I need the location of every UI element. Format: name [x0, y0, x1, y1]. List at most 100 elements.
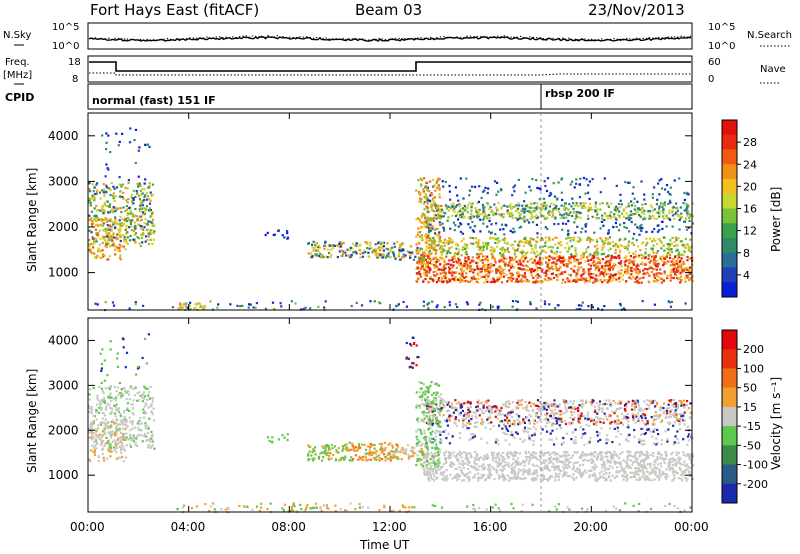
radar-cell: [426, 188, 429, 192]
radar-cell: [605, 452, 608, 455]
radar-cell: [440, 248, 443, 251]
cpid-frame: [87, 83, 693, 110]
radar-cell: [465, 262, 468, 265]
radar-cell: [481, 203, 484, 207]
radar-cell: [509, 272, 512, 275]
radar-cell: [92, 386, 95, 390]
radar-cell: [112, 221, 115, 224]
radar-cell: [575, 273, 578, 276]
radar-cell: [601, 240, 604, 243]
radar-cell: [109, 386, 112, 389]
radar-cell: [524, 241, 527, 244]
radar-cell: [682, 253, 685, 256]
radar-cell: [588, 180, 591, 183]
radar-cell: [631, 276, 634, 279]
radar-cell: [132, 388, 135, 391]
radar-cell: [416, 454, 419, 457]
radar-cell: [463, 451, 466, 454]
radar-cell: [481, 468, 484, 471]
radar-cell: [591, 474, 594, 477]
radar-cell: [307, 252, 310, 255]
radar-cell: [104, 175, 107, 178]
radar-cell: [517, 271, 520, 274]
radar-cell: [603, 212, 606, 215]
radar-cell: [526, 251, 529, 254]
radar-cell: [97, 247, 100, 250]
radar-cell: [88, 199, 91, 202]
radar-cell: [423, 195, 426, 199]
radar-cell: [511, 216, 515, 219]
radar-cell: [530, 478, 533, 481]
radar-cell: [94, 431, 97, 434]
radar-cell: [102, 209, 105, 212]
radar-cell: [117, 410, 120, 413]
radar-cell: [111, 244, 114, 247]
radar-cell: [534, 261, 537, 264]
radar-cell: [671, 225, 674, 228]
radar-cell: [419, 177, 422, 180]
radar-cell: [359, 252, 362, 255]
radar-cell: [589, 276, 592, 279]
radar-cell: [482, 206, 485, 210]
radar-cell: [531, 247, 534, 251]
radar-cell: [116, 386, 120, 389]
radar-cell: [399, 250, 402, 253]
radar-cell: [576, 258, 579, 261]
radar-cell: [427, 281, 430, 284]
radar-cell: [411, 450, 414, 453]
radar-cell: [126, 231, 129, 234]
radar-cell: [485, 453, 489, 456]
radar-cell: [596, 279, 599, 282]
radar-cell: [684, 237, 687, 241]
radar-cell: [121, 132, 124, 135]
radar-cell: [387, 255, 390, 258]
radar-cell: [627, 242, 630, 245]
radar-cell: [491, 246, 494, 250]
radar-cell: [594, 280, 597, 283]
radar-cell: [503, 250, 506, 253]
radar-cell: [445, 206, 448, 209]
radar-cell: [511, 300, 515, 303]
radar-cell: [129, 127, 132, 130]
radar-cell: [659, 257, 662, 260]
radar-cell: [523, 240, 527, 243]
nsearch-series: [88, 35, 692, 41]
radar-cell: [140, 218, 143, 221]
radar-cell: [436, 180, 439, 183]
radar-cell: [445, 241, 449, 244]
radar-cell: [467, 256, 470, 259]
radar-cell: [613, 213, 616, 216]
radar-cell: [395, 448, 398, 451]
radar-cell: [574, 255, 577, 258]
radar-cell: [640, 263, 643, 266]
radar-cell: [675, 207, 678, 210]
radar-cell: [627, 251, 631, 254]
radar-cell: [430, 226, 433, 229]
radar-cell: [594, 202, 597, 206]
radar-cell: [624, 268, 627, 271]
radar-cell: [516, 247, 520, 251]
radar-cell: [460, 456, 463, 459]
radar-cell: [433, 216, 437, 219]
radar-cell: [441, 241, 444, 244]
radar-cell: [529, 458, 532, 461]
radar-cell: [94, 428, 97, 431]
radar-cell: [129, 385, 133, 388]
radar-cell: [501, 268, 504, 271]
radar-cell: [619, 193, 622, 196]
radar-cell: [140, 422, 143, 425]
radar-cell: [513, 230, 516, 233]
radar-cell: [397, 457, 400, 460]
radar-cell: [426, 186, 429, 189]
radar-cell: [567, 273, 571, 276]
radar-cell: [95, 410, 98, 413]
radar-cell: [509, 264, 512, 268]
radar-cell: [306, 503, 309, 507]
radar-cell: [506, 280, 509, 283]
radar-cell: [625, 206, 628, 209]
radar-cell: [361, 506, 364, 509]
radar-cell: [482, 245, 485, 248]
radar-cell: [95, 442, 99, 445]
radar-cell: [137, 175, 140, 178]
